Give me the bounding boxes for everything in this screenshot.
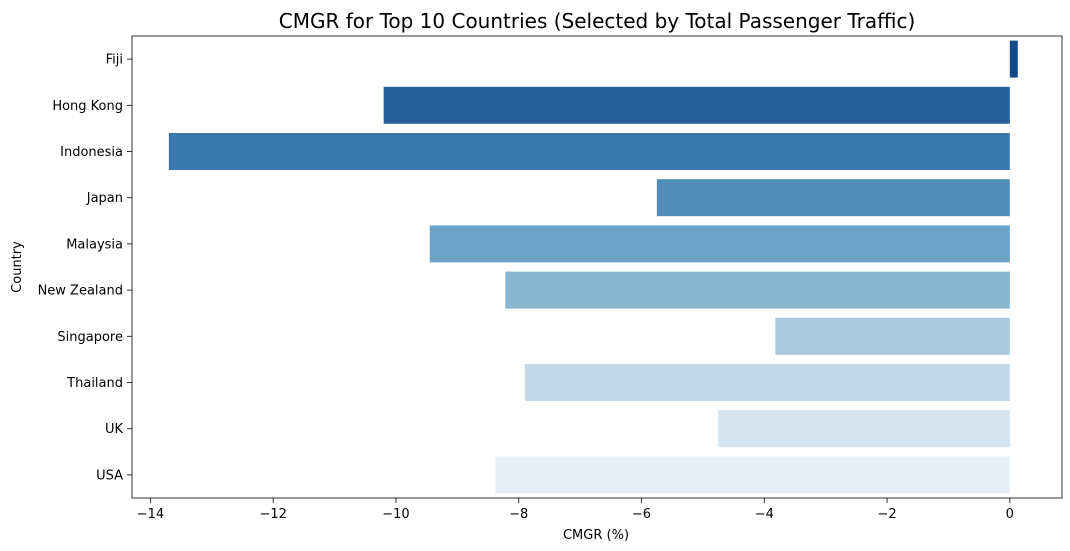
bar-indonesia <box>168 133 1010 170</box>
x-tick-label: −4 <box>755 507 774 522</box>
x-axis: −14 −12 −10 −8 −6 −4 −2 0 <box>137 498 1014 522</box>
bar-fiji <box>1009 40 1018 78</box>
y-tick-label: Japan <box>86 191 123 206</box>
bar-thailand <box>524 364 1010 401</box>
x-tick-label: −12 <box>259 507 286 522</box>
y-tick-label: Fiji <box>106 53 123 68</box>
x-tick-label: −10 <box>382 507 409 522</box>
y-tick-label: UK <box>105 422 124 437</box>
bar-uk <box>718 410 1010 448</box>
bar-usa <box>495 456 1010 494</box>
y-tick-label: Singapore <box>57 330 123 345</box>
y-tick-label: USA <box>96 468 123 483</box>
x-axis-label: CMGR (%) <box>563 528 629 543</box>
x-tick-label: −6 <box>632 507 651 522</box>
y-tick-label: New Zealand <box>38 284 123 299</box>
bar-new-zealand <box>505 271 1010 309</box>
y-axis: Fiji Hong Kong Indonesia Japan Malaysia New Z… <box>38 53 132 483</box>
plot-frame <box>131 35 1063 499</box>
x-tick-label: −14 <box>137 507 164 522</box>
bar-malaysia <box>429 225 1010 263</box>
x-tick-label: 0 <box>1006 507 1014 522</box>
y-tick-label: Malaysia <box>66 237 123 252</box>
y-axis-label: Country <box>10 241 25 293</box>
x-tick-label: −2 <box>877 507 896 522</box>
y-tick-label: Thailand <box>66 376 123 391</box>
y-tick-label: Hong Kong <box>52 99 123 114</box>
y-tick-label: Indonesia <box>60 145 123 160</box>
bar-japan <box>656 179 1010 217</box>
x-tick-label: −8 <box>509 507 528 522</box>
bar-hong-kong <box>383 86 1010 124</box>
bar-singapore <box>775 317 1010 355</box>
bars-layer <box>168 40 1018 494</box>
chart-title: CMGR for Top 10 Countries (Selected by T… <box>279 9 916 33</box>
